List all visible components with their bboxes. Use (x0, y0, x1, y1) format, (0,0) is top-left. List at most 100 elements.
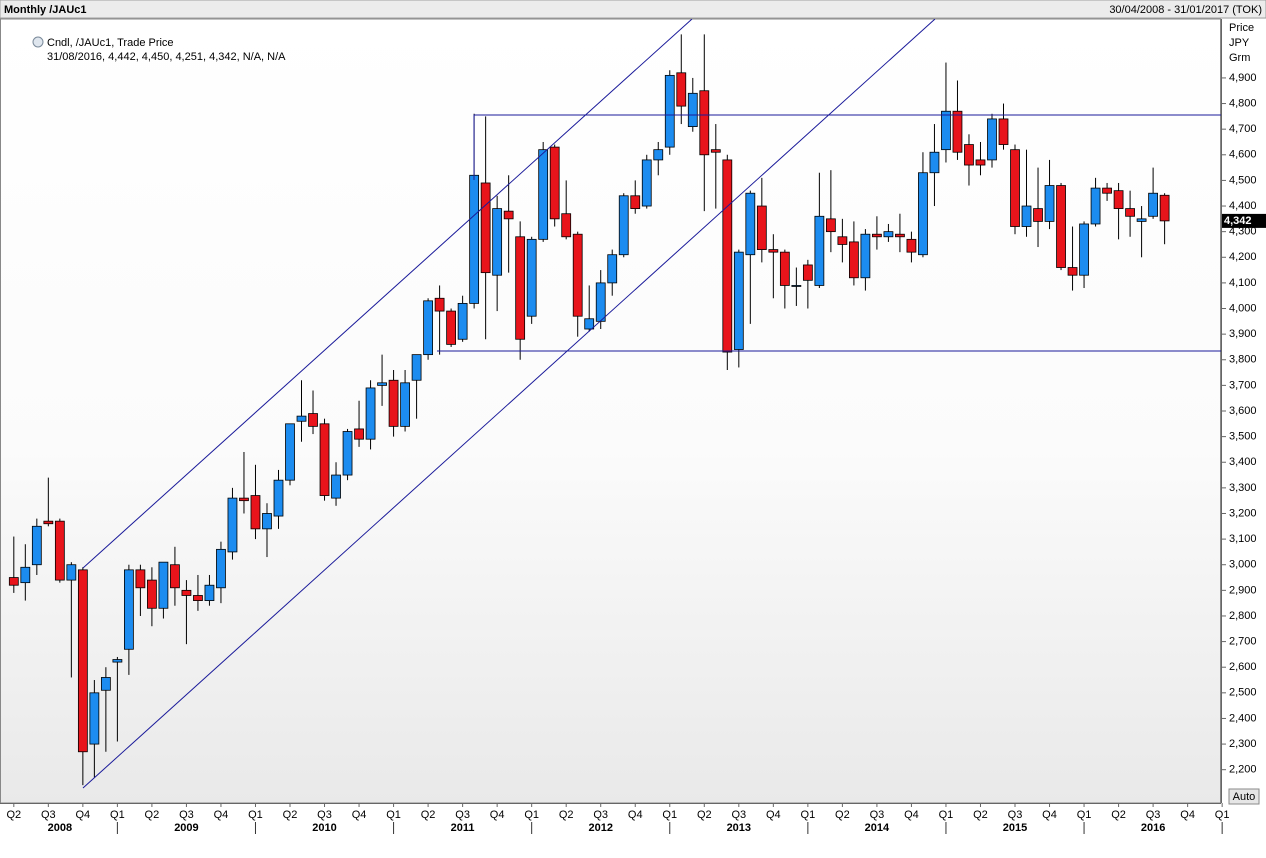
auto-button[interactable] (1228, 788, 1260, 805)
candle-body (733, 251, 744, 350)
last-price-label: 4,342 (1224, 215, 1252, 227)
candle-body (181, 589, 192, 596)
candle-body (664, 74, 675, 148)
x-tick-label: Q2 (697, 809, 712, 821)
legend: Cndl, /JAUc1, Trade Price 31/08/2016, 4,… (32, 36, 286, 63)
legend-icon[interactable] (32, 36, 44, 48)
candle-body (745, 192, 756, 256)
x-tick-label: Q1 (1077, 809, 1092, 821)
x-tick-label: Q4 (1180, 809, 1195, 821)
channel-upper (82, 19, 693, 569)
x-tick-label: Q3 (455, 809, 470, 821)
candle-body (1102, 187, 1112, 194)
candle-body (308, 413, 318, 427)
candle-body (895, 233, 905, 238)
candle-body (66, 564, 77, 581)
y-tick-label: 2,600 (1229, 661, 1257, 673)
x-tick-label: Q2 (1111, 809, 1126, 821)
candle-body (1125, 208, 1135, 217)
resistance-line (473, 114, 1221, 180)
candle-body (572, 233, 583, 317)
x-tick-label: Q1 (524, 809, 539, 821)
candle-body (262, 513, 272, 530)
y-tick-label: 3,100 (1229, 533, 1257, 545)
x-tick-label: Q1 (386, 809, 401, 821)
candle-body (342, 431, 353, 476)
plot (8, 34, 1170, 786)
candle-body (918, 172, 928, 256)
candle-body (756, 205, 767, 250)
candle-body (1136, 218, 1147, 222)
auto-button-label[interactable]: Auto (1233, 791, 1256, 803)
y-tick-label: 4,700 (1229, 123, 1257, 135)
candle-body (687, 92, 698, 128)
candle-body (423, 300, 433, 356)
candle-body (710, 149, 721, 153)
x-tick-label: Q2 (145, 809, 160, 821)
y-tick-label: 3,000 (1229, 559, 1257, 571)
candle-body (296, 415, 307, 422)
x-tick-label: Q2 (283, 809, 298, 821)
x-tick-label: Q1 (939, 809, 954, 821)
y-tick-label: 2,300 (1229, 738, 1257, 750)
y-tick-label: 4,600 (1229, 149, 1257, 161)
year-label: 2008 (48, 822, 72, 834)
candle-body (54, 520, 65, 581)
candle-body (802, 264, 813, 281)
candle-body (779, 251, 790, 286)
candle-body (975, 159, 986, 166)
candle-body (561, 213, 572, 238)
candle-body (941, 110, 951, 151)
year-label: 2015 (1003, 822, 1027, 834)
candle-body (365, 387, 376, 440)
header-range: 30/04/2008 - 31/01/2017 (TOK) (1109, 4, 1262, 16)
y-tick-label: 3,200 (1229, 507, 1257, 519)
year-label: 2014 (865, 822, 890, 834)
candle-body (906, 238, 917, 253)
y-tick-label: 2,400 (1229, 712, 1257, 724)
candle-body (446, 310, 457, 345)
candle-body (354, 428, 364, 440)
candle-body (331, 474, 341, 499)
y-tick-label: 3,900 (1229, 328, 1257, 340)
x-tick-label: Q3 (731, 809, 746, 821)
y-tick-label: 2,900 (1229, 584, 1257, 596)
candle-body (1113, 190, 1124, 209)
x-tick-label: Q3 (41, 809, 56, 821)
year-label: 2016 (1141, 822, 1165, 834)
x-tick-label: Q4 (628, 809, 643, 821)
candle-body (285, 423, 295, 481)
y-tick-label: 3,700 (1229, 379, 1257, 391)
y-tick-label: 2,800 (1229, 610, 1257, 622)
candle-body (124, 569, 134, 650)
candle-body (135, 569, 146, 589)
x-tick-label: Q4 (490, 809, 505, 821)
y-axis-label: Grm (1229, 52, 1250, 64)
candle-body (964, 144, 974, 166)
y-tick-label: 4,900 (1229, 72, 1257, 84)
candle-body (492, 208, 503, 276)
candle-body (584, 318, 595, 330)
x-tick-label: Q4 (1042, 809, 1057, 821)
candle-body (100, 677, 111, 691)
y-tick-label: 4,100 (1229, 277, 1257, 289)
candle-body (204, 584, 215, 601)
x-tick-label: Q4 (214, 809, 229, 821)
x-tick-label: Q2 (835, 809, 850, 821)
candle-body (538, 149, 549, 240)
candle-body (1079, 223, 1089, 276)
x-tick-label: Q3 (1008, 809, 1023, 821)
channel-lower (82, 19, 936, 789)
candle-body (388, 379, 399, 427)
year-label: 2012 (588, 822, 612, 834)
x-tick-label: Q4 (352, 809, 367, 821)
y-axis-area (1221, 19, 1266, 803)
year-label: 2010 (312, 822, 336, 834)
y-tick-label: 3,300 (1229, 482, 1257, 494)
candle-body (377, 382, 387, 386)
candle-body (872, 233, 882, 238)
year-label: 2011 (451, 822, 475, 834)
y-tick-label: 4,300 (1229, 226, 1257, 238)
candle-body (1159, 194, 1170, 222)
